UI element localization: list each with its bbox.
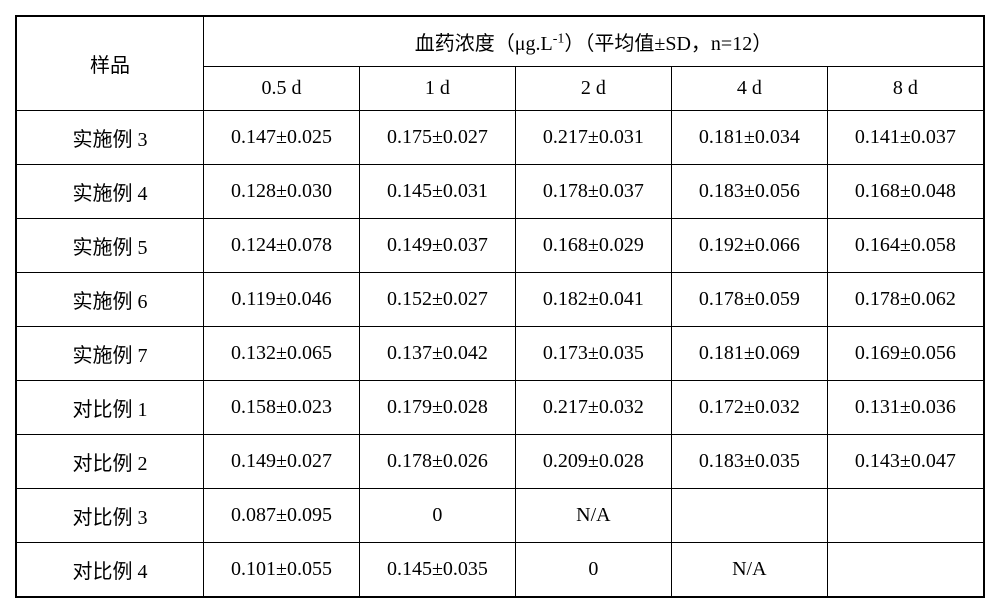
conc-label-sup: -1 [553, 31, 565, 46]
table-row: 对比例 3 0.087±0.095 0 N/A [16, 489, 984, 543]
data-cell: 0.119±0.046 [204, 273, 360, 327]
data-cell: N/A [671, 543, 827, 598]
data-cell: 0.158±0.023 [204, 381, 360, 435]
sample-cell: 实施例 4 [16, 165, 204, 219]
data-cell: 0.168±0.029 [515, 219, 671, 273]
data-cell: 0.178±0.059 [671, 273, 827, 327]
sample-cell: 实施例 7 [16, 327, 204, 381]
data-cell: 0.168±0.048 [827, 165, 984, 219]
table-row: 实施例 4 0.128±0.030 0.145±0.031 0.178±0.03… [16, 165, 984, 219]
data-cell: 0.152±0.027 [359, 273, 515, 327]
sample-cell: 对比例 4 [16, 543, 204, 598]
data-cell: 0.178±0.026 [359, 435, 515, 489]
data-cell: 0.141±0.037 [827, 111, 984, 165]
data-cell [827, 489, 984, 543]
data-cell: 0.149±0.037 [359, 219, 515, 273]
data-cell [671, 489, 827, 543]
data-cell: 0.087±0.095 [204, 489, 360, 543]
data-cell: 0.183±0.056 [671, 165, 827, 219]
data-cell: 0.147±0.025 [204, 111, 360, 165]
data-cell: 0.192±0.066 [671, 219, 827, 273]
data-cell: 0.145±0.035 [359, 543, 515, 598]
timepoint-1: 1 d [359, 67, 515, 111]
concentration-header: 血药浓度（μg.L-1）（平均值±SD，n=12） [204, 16, 985, 67]
table-row: 对比例 2 0.149±0.027 0.178±0.026 0.209±0.02… [16, 435, 984, 489]
data-cell: 0.181±0.069 [671, 327, 827, 381]
conc-label-prefix: 血药浓度（μg.L [415, 33, 553, 55]
data-cell: 0.145±0.031 [359, 165, 515, 219]
timepoint-2: 2 d [515, 67, 671, 111]
sample-cell: 对比例 1 [16, 381, 204, 435]
data-cell: 0.128±0.030 [204, 165, 360, 219]
data-cell: 0.131±0.036 [827, 381, 984, 435]
timepoint-0: 0.5 d [204, 67, 360, 111]
data-cell: 0.101±0.055 [204, 543, 360, 598]
table-row: 对比例 4 0.101±0.055 0.145±0.035 0 N/A [16, 543, 984, 598]
data-cell: 0 [359, 489, 515, 543]
sample-cell: 实施例 3 [16, 111, 204, 165]
data-cell: 0.173±0.035 [515, 327, 671, 381]
data-cell: 0.132±0.065 [204, 327, 360, 381]
table-row: 实施例 3 0.147±0.025 0.175±0.027 0.217±0.03… [16, 111, 984, 165]
sample-cell: 对比例 2 [16, 435, 204, 489]
data-cell: 0.178±0.062 [827, 273, 984, 327]
sample-cell: 对比例 3 [16, 489, 204, 543]
data-table: 样品 血药浓度（μg.L-1）（平均值±SD，n=12） 0.5 d 1 d 2… [15, 15, 985, 598]
data-cell: 0.143±0.047 [827, 435, 984, 489]
table-row: 对比例 1 0.158±0.023 0.179±0.028 0.217±0.03… [16, 381, 984, 435]
data-cell: 0.217±0.031 [515, 111, 671, 165]
data-cell: 0.124±0.078 [204, 219, 360, 273]
data-cell: 0.172±0.032 [671, 381, 827, 435]
data-cell: 0 [515, 543, 671, 598]
sample-cell: 实施例 5 [16, 219, 204, 273]
table-body: 实施例 3 0.147±0.025 0.175±0.027 0.217±0.03… [16, 111, 984, 598]
data-cell: 0.149±0.027 [204, 435, 360, 489]
table-row: 实施例 5 0.124±0.078 0.149±0.037 0.168±0.02… [16, 219, 984, 273]
data-cell: 0.169±0.056 [827, 327, 984, 381]
data-cell: 0.175±0.027 [359, 111, 515, 165]
data-cell: 0.178±0.037 [515, 165, 671, 219]
data-cell: 0.183±0.035 [671, 435, 827, 489]
conc-label-suffix: ）（平均值±SD，n=12） [564, 33, 772, 55]
timepoint-4: 8 d [827, 67, 984, 111]
data-cell: 0.164±0.058 [827, 219, 984, 273]
data-cell: 0.137±0.042 [359, 327, 515, 381]
data-cell: 0.179±0.028 [359, 381, 515, 435]
data-cell: 0.182±0.041 [515, 273, 671, 327]
table-row: 实施例 7 0.132±0.065 0.137±0.042 0.173±0.03… [16, 327, 984, 381]
data-cell: 0.181±0.034 [671, 111, 827, 165]
data-cell [827, 543, 984, 598]
data-cell: 0.217±0.032 [515, 381, 671, 435]
sample-cell: 实施例 6 [16, 273, 204, 327]
data-cell: N/A [515, 489, 671, 543]
sample-header: 样品 [16, 16, 204, 111]
table-row: 实施例 6 0.119±0.046 0.152±0.027 0.182±0.04… [16, 273, 984, 327]
timepoint-3: 4 d [671, 67, 827, 111]
data-cell: 0.209±0.028 [515, 435, 671, 489]
